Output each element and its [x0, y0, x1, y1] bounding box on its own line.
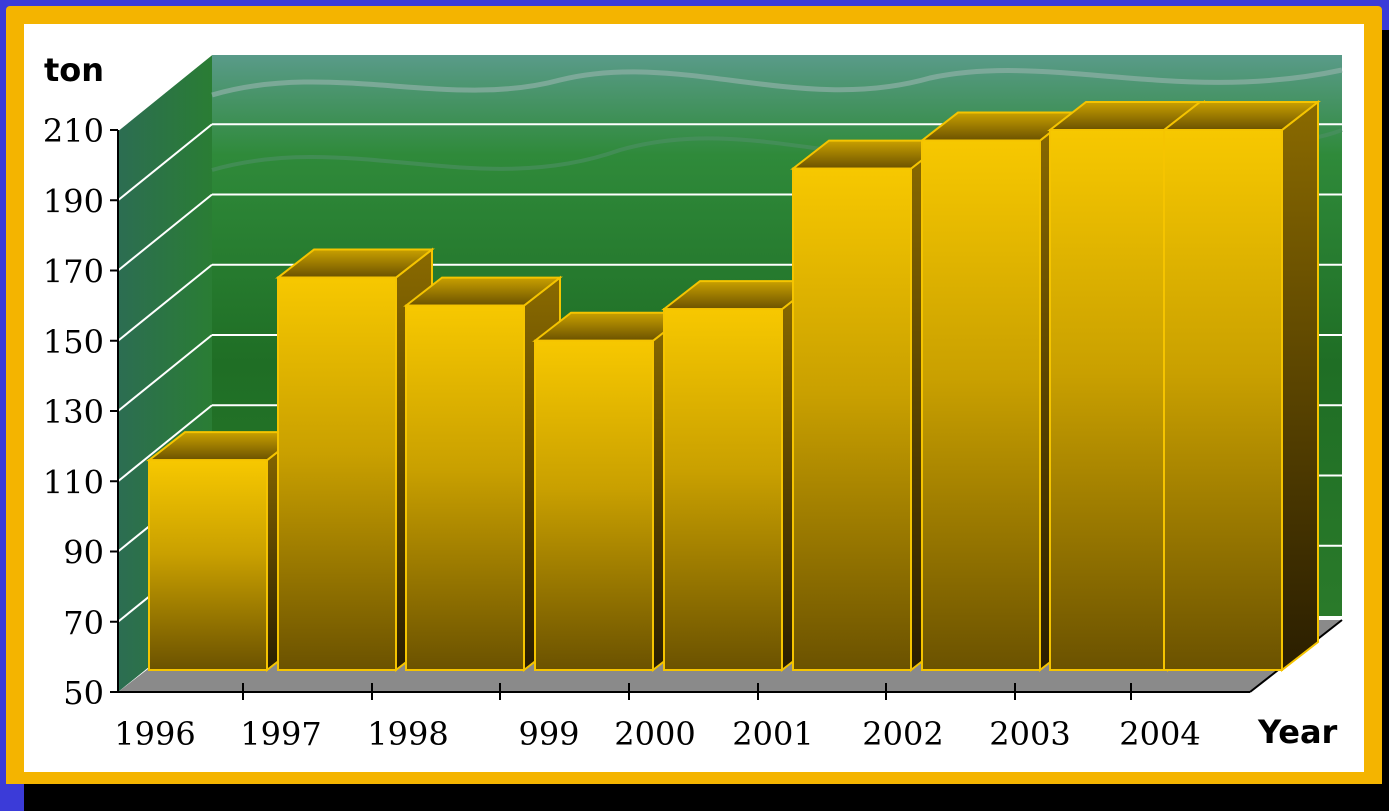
- bottom-band-edge: [0, 784, 24, 811]
- x-tick-label: 2004: [1119, 715, 1200, 753]
- gridline-side: [117, 123, 213, 202]
- y-tick-label: 110: [43, 463, 104, 501]
- y-tick-label: 130: [43, 393, 104, 431]
- x-tick-label: 2000: [614, 715, 695, 753]
- bar: [1161, 99, 1321, 673]
- x-tick-label: 2003: [989, 715, 1070, 753]
- bottom-band: [0, 784, 1389, 811]
- x-tick-label: 2002: [862, 715, 943, 753]
- y-tick-label: 150: [43, 323, 104, 361]
- y-axis-title: ton: [44, 51, 104, 89]
- y-tick-label: 70: [63, 604, 104, 642]
- mountain-ridge: [211, 67, 1343, 98]
- y-tick-label: 170: [43, 253, 104, 291]
- x-tick-label: 2001: [732, 715, 813, 753]
- gridline-side: [117, 53, 213, 131]
- y-tick-label: 190: [43, 182, 104, 220]
- x-tick-label: 999: [518, 715, 579, 753]
- bars: [146, 99, 1321, 673]
- x-tick-labels: 1996 1997 1998 999 2000 2001 2002 2003 2004: [114, 715, 1200, 753]
- y-tick-label: 50: [63, 674, 104, 712]
- y-tick-labels: 50 70 90 110 130 150 170 190 210: [43, 112, 118, 712]
- x-tick-label: 1997: [240, 715, 321, 753]
- x-tick-label: 1998: [367, 715, 448, 753]
- gridline-side: [117, 334, 213, 412]
- x-ticks: [242, 683, 1132, 700]
- gridline-side: [117, 193, 213, 272]
- y-tick-label: 210: [43, 112, 104, 150]
- gridline-side: [117, 263, 213, 342]
- x-axis-title: Year: [1257, 713, 1338, 751]
- y-tick-label: 90: [63, 534, 104, 572]
- x-tick-label: 1996: [114, 715, 195, 753]
- gridline-side: [117, 404, 213, 483]
